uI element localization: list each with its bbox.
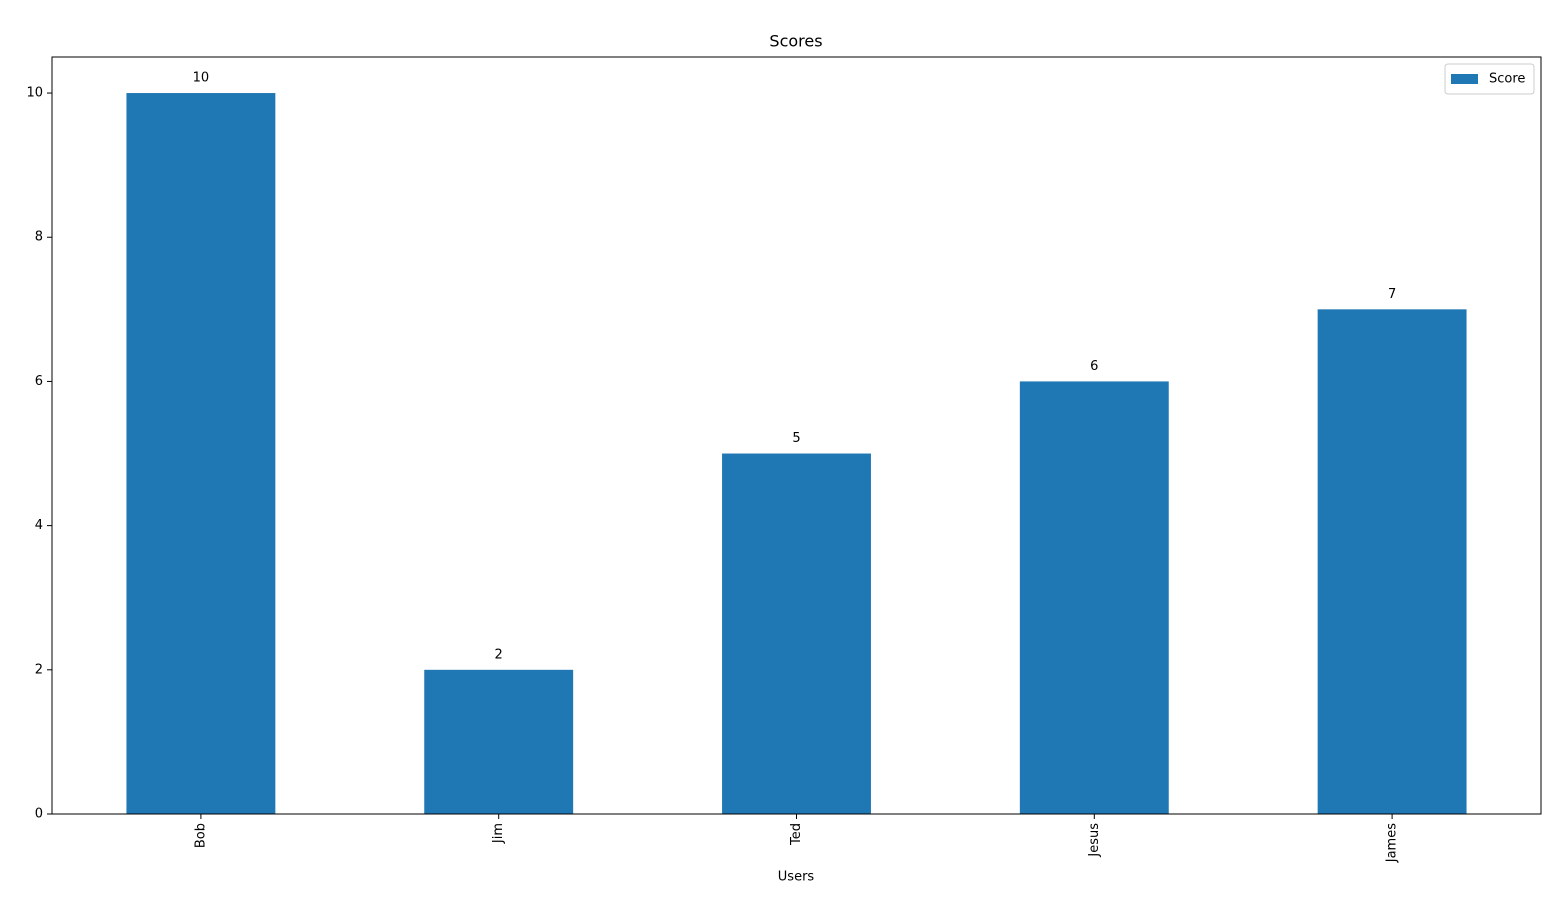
legend-box <box>1444 63 1535 95</box>
data-label: 6 <box>1090 359 1098 374</box>
bar <box>1019 381 1169 814</box>
y-tick-label: 4 <box>35 518 43 533</box>
x-tick-label: James <box>1385 823 1400 863</box>
y-tick-label: 8 <box>35 230 43 245</box>
x-tick-label: Jim <box>491 823 506 844</box>
bar <box>1317 309 1467 814</box>
data-label: 2 <box>495 647 503 662</box>
x-tick-label: Bob <box>193 823 208 848</box>
y-tick-label: 0 <box>35 807 43 822</box>
data-label: 7 <box>1388 287 1396 302</box>
chart-title: Scores <box>769 32 822 51</box>
plot-frame <box>51 56 1542 815</box>
data-label: 5 <box>792 431 800 446</box>
x-axis-label: Users <box>778 870 815 885</box>
bar <box>424 669 574 814</box>
x-tick-label: Ted <box>789 823 804 846</box>
y-tick-label: 6 <box>35 374 43 389</box>
data-label: 10 <box>193 71 210 86</box>
y-tick-label: 10 <box>26 86 43 101</box>
legend-swatch <box>1451 74 1478 84</box>
x-tick-label: Jesus <box>1087 823 1102 858</box>
bar <box>722 453 871 814</box>
bar <box>126 93 276 815</box>
legend-label: Score <box>1489 72 1525 87</box>
y-tick-label: 2 <box>35 662 43 677</box>
